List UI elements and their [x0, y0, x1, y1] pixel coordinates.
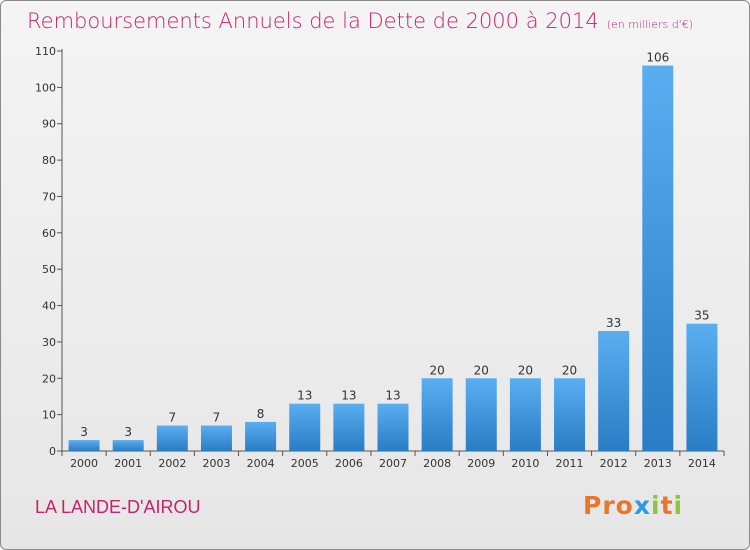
x-tick-label: 2001 [114, 457, 142, 470]
bar-2001 [112, 440, 144, 451]
y-tick-label: 20 [42, 372, 56, 385]
data-label: 106 [646, 51, 669, 65]
y-tick-label: 110 [35, 45, 56, 58]
bar-2008 [421, 378, 453, 451]
bar-2000 [68, 440, 100, 451]
y-tick-label: 40 [42, 300, 56, 313]
logo-letter: t [660, 491, 674, 520]
chart-title: Remboursements Annuels de la Dette de 20… [27, 9, 693, 33]
y-tick-label: 60 [42, 227, 56, 240]
y-tick-label: 100 [35, 81, 56, 94]
y-tick-label: 50 [42, 263, 56, 276]
bar-2003 [200, 425, 232, 451]
data-label: 33 [606, 316, 621, 330]
data-label: 20 [474, 363, 489, 377]
bar-2012 [598, 331, 630, 451]
x-tick-label: 2003 [202, 457, 230, 470]
data-label: 13 [385, 389, 400, 403]
x-tick-label: 2014 [688, 457, 716, 470]
y-tick-label: 70 [42, 190, 56, 203]
y-tick-label: 90 [42, 118, 56, 131]
y-tick-label: 10 [42, 409, 56, 422]
x-tick-label: 2010 [511, 457, 539, 470]
town-name: LA LANDE-D'AIROU [35, 497, 201, 517]
data-label: 20 [518, 363, 533, 377]
x-tick-label: 2004 [247, 457, 275, 470]
bar-2007 [377, 403, 409, 451]
data-label: 35 [694, 309, 709, 323]
logo-letter: x [633, 491, 651, 520]
x-tick-label: 2002 [158, 457, 186, 470]
x-tick-label: 2011 [556, 457, 584, 470]
data-label: 7 [169, 411, 177, 425]
x-tick-label: 2013 [644, 457, 672, 470]
x-tick-label: 2012 [600, 457, 628, 470]
data-label: 13 [297, 389, 312, 403]
data-label: 8 [257, 407, 265, 421]
bar-2009 [465, 378, 497, 451]
y-tick-label: 30 [42, 336, 56, 349]
data-label: 20 [429, 363, 444, 377]
x-tick-label: 2009 [467, 457, 495, 470]
logo-letter: r [602, 491, 616, 520]
x-tick-label: 2007 [379, 457, 407, 470]
bars [68, 65, 718, 451]
bar-2005 [289, 403, 321, 451]
y-tick-label: 0 [49, 445, 56, 458]
x-tick-label: 2006 [335, 457, 363, 470]
data-label: 13 [341, 389, 356, 403]
bar-2014 [686, 323, 718, 451]
bar-2011 [554, 378, 586, 451]
x-tick-label: 2008 [423, 457, 451, 470]
bar-2010 [509, 378, 541, 451]
x-tick-label: 2000 [70, 457, 98, 470]
data-label: 20 [562, 363, 577, 377]
logo-letter: P [583, 491, 603, 520]
logo-letter: o [615, 491, 634, 520]
data-label: 3 [124, 425, 132, 439]
data-labels: 2000 3 2001 3 2002 7 2003 7 2004 8 2005 13 2006 13 200… [70, 51, 716, 470]
proxiti-logo[interactable]: Proxiti [583, 491, 683, 520]
data-label: 7 [213, 411, 221, 425]
chart-title-text: Remboursements Annuels de la Dette de 20… [27, 9, 599, 33]
chart-subtitle: (en milliers d'€) [606, 18, 693, 31]
bar-2013 [642, 65, 674, 451]
x-tick-label: 2005 [291, 457, 319, 470]
bar-2006 [333, 403, 365, 451]
logo-letter: i [651, 491, 661, 520]
data-label: 3 [80, 425, 88, 439]
y-tick-label: 80 [42, 154, 56, 167]
bar-2002 [156, 425, 188, 451]
logo-letter: i [673, 491, 684, 520]
bar-2004 [245, 421, 277, 451]
